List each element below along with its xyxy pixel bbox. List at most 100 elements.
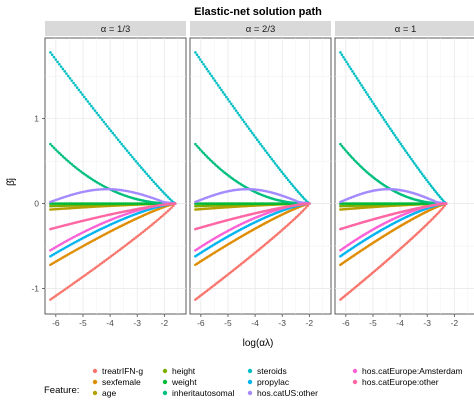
data-point (298, 192, 301, 195)
data-point (50, 53, 54, 57)
strip-label: α = 2/3 (246, 24, 276, 35)
data-point (118, 140, 122, 144)
data-point (216, 84, 220, 87)
data-point (304, 206, 308, 209)
data-point (340, 144, 344, 148)
strip-background (335, 21, 474, 36)
x-axis-label: log(αλ) (243, 338, 274, 349)
data-point (157, 217, 161, 221)
data-point (72, 202, 75, 205)
data-point (296, 190, 300, 193)
legend-item: weight (162, 377, 197, 387)
data-point (138, 233, 141, 236)
data-point (364, 90, 368, 94)
data-point (166, 195, 170, 199)
data-point (70, 79, 74, 82)
series-hos.catUS:other (339, 187, 448, 205)
data-point (208, 158, 212, 161)
data-point (81, 93, 84, 96)
data-point (290, 182, 293, 186)
data-point (65, 72, 68, 75)
data-point (254, 136, 257, 139)
data-point (294, 215, 298, 219)
legend-label: sexfemale (102, 377, 141, 387)
data-point (351, 70, 354, 73)
data-point (134, 202, 138, 205)
data-point (122, 245, 125, 249)
data-point (246, 125, 249, 128)
data-point (210, 159, 213, 163)
y-axis-label: β̂j (5, 178, 17, 186)
data-point (255, 138, 259, 141)
strip-label: α = 1 (395, 24, 417, 35)
data-point (113, 133, 116, 137)
strip-label: α = 1/3 (101, 24, 131, 35)
y-tick-label: -1 (31, 284, 39, 294)
data-point (107, 202, 111, 205)
data-point (281, 172, 285, 176)
data-point (225, 95, 228, 99)
data-point (360, 84, 363, 87)
data-point (270, 157, 274, 161)
series-steroids (339, 51, 448, 205)
x-tick-label: -3 (423, 318, 431, 328)
legend-label: steroids (257, 366, 287, 376)
panel-1: α = 1/3 -6 -5 -4 -3 -2 (44, 21, 187, 328)
data-point (303, 207, 306, 211)
legend-marker (92, 390, 98, 396)
data-point (387, 125, 391, 128)
data-point (220, 88, 223, 92)
data-point (61, 67, 65, 71)
data-point (247, 127, 251, 130)
data-point (50, 144, 54, 148)
data-point (170, 199, 173, 202)
x-tick-label: -4 (396, 318, 404, 328)
data-point (194, 142, 197, 146)
data-point (50, 202, 54, 205)
data-point (86, 202, 90, 205)
data-point (296, 214, 300, 217)
legend-marker (247, 379, 253, 385)
data-point (107, 127, 111, 130)
legend-label: height (172, 366, 196, 376)
data-point (115, 251, 118, 254)
data-point (244, 122, 248, 126)
legend-item: treatrIFN-g (92, 366, 143, 376)
x-tick-label: -4 (251, 318, 259, 328)
panel-frame (44, 37, 187, 315)
data-point (75, 202, 79, 205)
data-point (97, 264, 100, 267)
data-point (398, 140, 401, 144)
data-point (205, 67, 209, 71)
data-point (102, 120, 106, 124)
data-point (205, 155, 209, 158)
data-point (203, 153, 207, 157)
data-point (370, 100, 374, 103)
data-point (56, 60, 59, 64)
data-point (241, 118, 244, 121)
data-point (437, 194, 440, 197)
data-point (342, 146, 345, 150)
data-point (148, 176, 152, 180)
legend-item: propylac (247, 377, 290, 387)
data-point (339, 51, 342, 54)
data-point (132, 237, 136, 241)
data-point (200, 150, 204, 153)
data-point (147, 174, 150, 178)
data-point (118, 202, 122, 205)
data-point (239, 116, 243, 119)
data-point (154, 220, 157, 224)
data-point (95, 111, 99, 115)
data-point (352, 72, 356, 75)
data-point (74, 202, 77, 205)
data-point (152, 180, 156, 184)
data-point (259, 142, 262, 146)
data-point (401, 144, 404, 148)
data-point (122, 202, 125, 205)
data-point (107, 256, 111, 259)
data-point (164, 211, 168, 214)
data-point (88, 102, 91, 106)
data-point (355, 77, 359, 80)
data-point (301, 209, 305, 213)
data-point (417, 168, 421, 171)
